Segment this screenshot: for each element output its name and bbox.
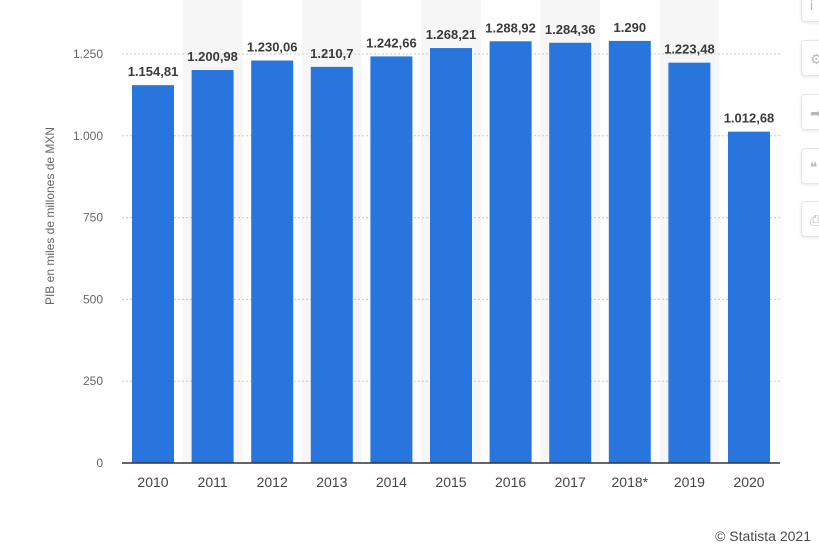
bar[interactable] (191, 70, 234, 464)
data-label: 1.268,21 (426, 27, 477, 42)
y-tick-label: 0 (96, 456, 103, 470)
data-label: 1.154,81 (128, 64, 179, 79)
data-label: 1.012,68 (724, 111, 775, 126)
y-tick-label: 750 (83, 211, 103, 225)
x-tick-label: 2016 (495, 474, 526, 490)
bar[interactable] (489, 41, 532, 463)
y-tick-label: 1.250 (73, 47, 103, 61)
share-icon[interactable]: ➦ (801, 94, 819, 130)
bar[interactable] (728, 131, 770, 463)
settings-icon[interactable]: ⚙ (801, 40, 819, 76)
y-axis-label: PIB en miles de millones de MXN (43, 127, 57, 305)
y-tick-label: 1.000 (73, 129, 103, 143)
bars (132, 40, 770, 464)
x-tick-label: 2017 (555, 474, 586, 490)
x-tick-label: 2020 (733, 474, 764, 490)
data-label: 1.230,06 (247, 40, 298, 55)
x-tick-label: 2015 (435, 474, 466, 490)
data-label: 1.242,66 (366, 35, 417, 50)
data-label: 1.210,7 (310, 46, 353, 61)
info-icon[interactable]: i (801, 0, 819, 22)
bar[interactable] (251, 60, 294, 464)
x-tick-label: 2013 (316, 474, 347, 490)
data-label: 1.288,92 (485, 20, 536, 35)
x-tick-label: 2012 (257, 474, 288, 490)
bar[interactable] (608, 40, 651, 464)
bar[interactable] (430, 48, 472, 463)
bar[interactable] (370, 56, 413, 464)
x-tick-label: 2010 (137, 474, 168, 490)
statista-credit[interactable]: © Statista 2021 (715, 528, 811, 544)
data-label: 1.223,48 (664, 42, 715, 57)
quote-icon[interactable]: ❝ (801, 148, 819, 184)
bar[interactable] (668, 62, 711, 464)
y-tick-label: 500 (83, 292, 103, 306)
y-axis-ticks: 0 250 500 750 1.000 1.250 (73, 47, 103, 470)
bar[interactable] (310, 66, 353, 464)
x-tick-label: 2014 (376, 474, 407, 490)
print-icon[interactable]: ⎙ (801, 201, 819, 237)
x-axis-ticks: 2010 2011 2012 2013 2014 2015 2016 2017 2018* 201… (137, 474, 764, 490)
bar[interactable] (132, 85, 174, 463)
x-tick-label: 2011 (198, 474, 228, 490)
data-label: 1.284,36 (545, 22, 596, 37)
x-tick-label: 2019 (674, 474, 705, 490)
bar[interactable] (549, 42, 592, 463)
x-tick-label: 2018* (612, 474, 649, 490)
data-label: 1.200,98 (187, 49, 238, 64)
y-tick-label: 250 (83, 374, 103, 388)
data-label: 1.290 (614, 20, 647, 35)
data-labels: 1.154,81 1.200,98 1.230,06 1.210,7 1.242,66 1… (128, 20, 775, 126)
